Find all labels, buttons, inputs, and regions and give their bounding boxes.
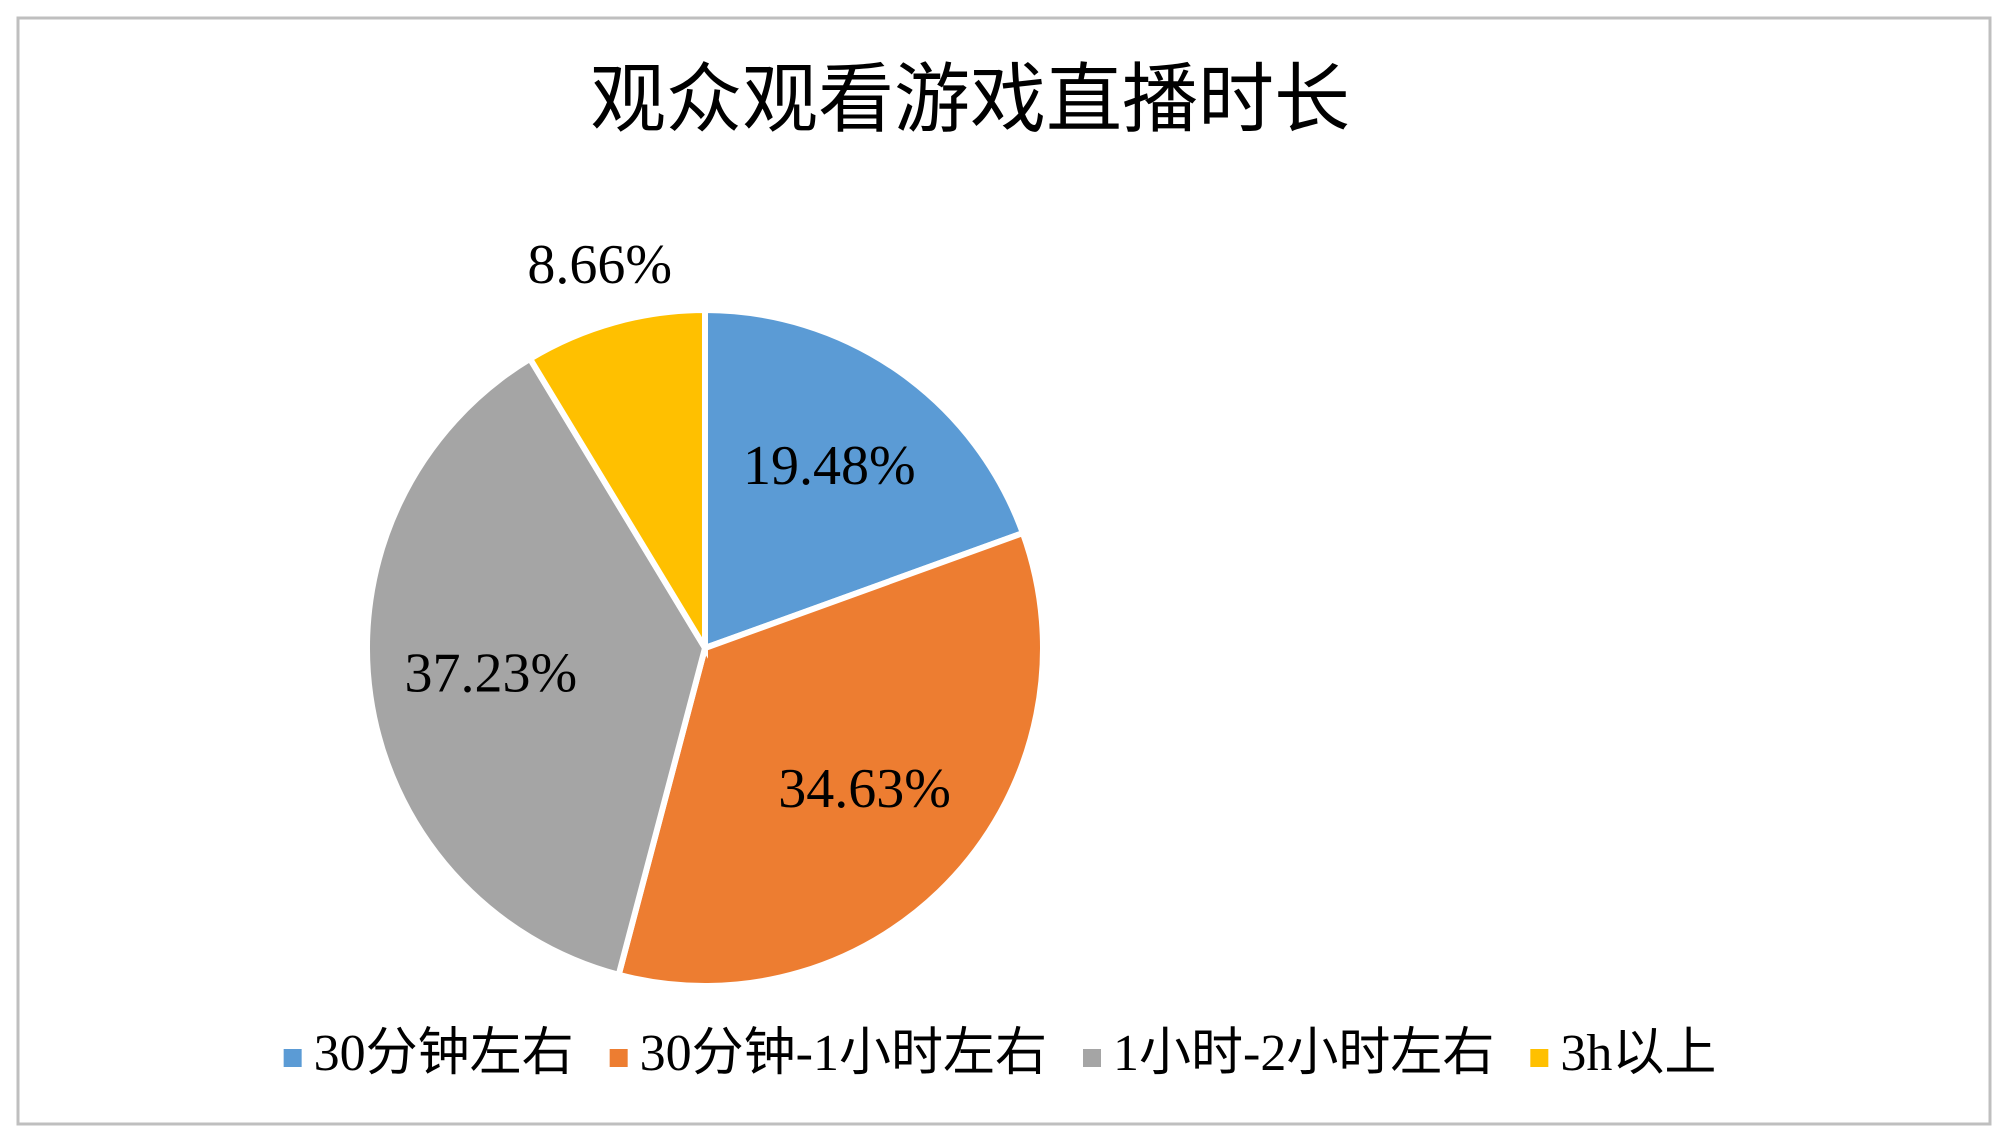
pie-slice (615, 529, 1046, 989)
legend-label: 30分钟-1小时左右 (640, 1025, 1047, 1082)
legend-label: 1小时-2小时左右 (1113, 1025, 1494, 1082)
legend-marker (609, 1049, 628, 1067)
chart-title: 观众观看游戏直播时长 (590, 58, 1350, 142)
data-label: 34.63% (778, 758, 951, 820)
legend-marker (1083, 1049, 1101, 1067)
pie-slice (525, 306, 708, 659)
data-label: 8.66% (527, 234, 672, 296)
legend-marker (1530, 1049, 1549, 1067)
legend-label: 30分钟左右 (314, 1025, 574, 1082)
data-label: 19.48% (743, 435, 916, 497)
data-label: 37.23% (405, 643, 578, 705)
legend-marker (283, 1049, 302, 1067)
pie-slice (702, 306, 1027, 653)
legend-label: 3h以上 (1560, 1025, 1716, 1082)
